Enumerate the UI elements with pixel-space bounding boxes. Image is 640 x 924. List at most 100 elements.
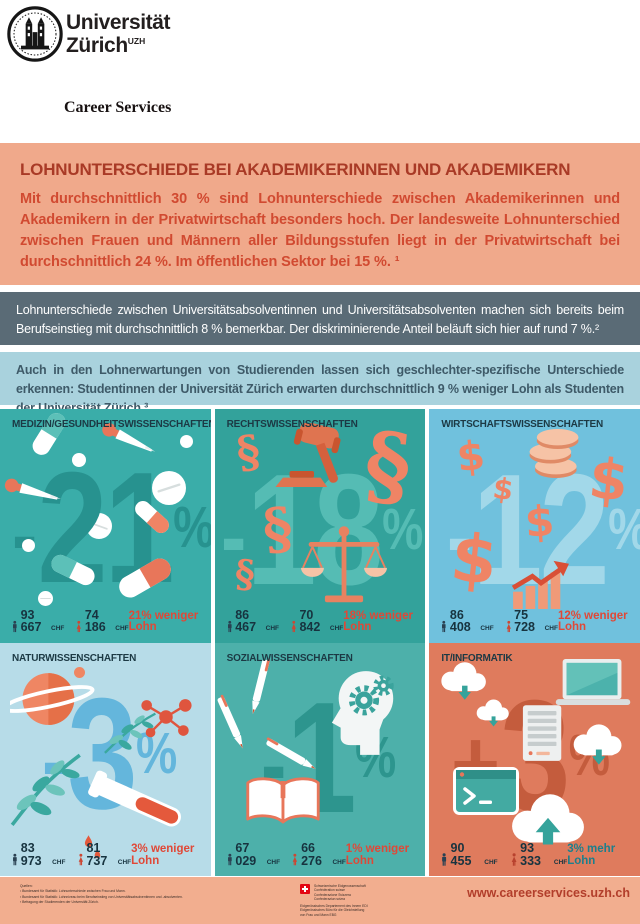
test-tube-icon	[85, 766, 190, 838]
currency-label: CHF	[484, 858, 498, 866]
pill-icon	[152, 471, 186, 505]
gavel-icon	[267, 422, 362, 503]
female-icon	[506, 620, 511, 632]
careerservices-url[interactable]: www.careerservices.uzh.ch	[467, 886, 630, 900]
discipline-grid: MEDIZIN/GESUNDHEITSWISSENSCHAFTEN -21% 9…	[0, 409, 640, 876]
source-line: ² Bundesamt für Statistik: Lohnniveau be…	[20, 894, 183, 899]
currency-label: CHF	[329, 625, 344, 632]
career-entry-text: Lohnunterschiede zwischen Universitätsab…	[16, 303, 624, 336]
university-wordmark: Universität ZürichUZH	[66, 11, 171, 58]
pen-icon	[262, 734, 320, 775]
female-salary: 74 186	[84, 607, 106, 634]
coins-icon	[525, 427, 583, 480]
uzh-abbrev: UZH	[127, 36, 146, 47]
female-icon	[291, 620, 296, 632]
currency-label: CHF	[544, 625, 558, 632]
university-line1: Universität	[66, 11, 171, 34]
female-icon	[511, 853, 517, 866]
cloud-download-icon	[475, 697, 511, 729]
uzh-seal-logo	[7, 6, 63, 62]
head-gears-icon	[327, 669, 401, 755]
leaf-icon	[101, 701, 162, 762]
panel-wirtschaftswissenschaften: WIRTSCHAFTSWISSENSCHAFTEN $ $ $ $ $ -12%…	[429, 409, 640, 643]
pay-gap-label: 1% weniger Lohn	[345, 843, 410, 867]
female-salary: 75 728	[514, 607, 536, 634]
male-icon	[13, 853, 17, 866]
server-icon	[521, 704, 567, 765]
molecule-icon	[138, 689, 194, 745]
pipette-icon	[3, 475, 63, 507]
paragraph-icon: §	[359, 410, 416, 520]
salary-stats: 93 667 CHF 74 186 CHF 21% weniger Lohn	[12, 607, 204, 634]
dollar-icon: $	[447, 518, 502, 601]
dot-icon	[74, 666, 85, 678]
male-icon	[442, 853, 447, 866]
currency-label: CHF	[115, 625, 129, 632]
currency-label: CHF	[553, 858, 568, 866]
dollar-icon: $	[523, 496, 557, 547]
panel-medizin: MEDIZIN/GESUNDHEITSWISSENSCHAFTEN -21% 9…	[0, 409, 211, 643]
salary-stats: 83 973 CHF 81 737 CHF 3% weniger Lohn	[12, 842, 204, 867]
pen-icon	[215, 692, 250, 752]
male-salary: 83 973	[20, 841, 42, 868]
swiss-confederation-names: Schweizerische Eidgenossenschaft Confédé…	[314, 884, 366, 902]
source-footnotes: Quellen: ¹ Bundesamt für Statistik: Lohn…	[20, 884, 183, 905]
capsule-icon	[114, 554, 175, 602]
pill-icon	[38, 591, 53, 606]
female-salary: 93 333	[520, 841, 541, 868]
male-salary: 90 455	[450, 841, 472, 868]
currency-label: CHF	[266, 858, 281, 866]
female-salary: 66 276	[301, 841, 322, 868]
salary-stats: 67 029 CHF 66 276 CHF 1% weniger Lohn	[227, 842, 419, 867]
planet-icon	[2, 665, 106, 733]
male-salary: 93 667	[20, 607, 42, 634]
drop-icon	[84, 834, 93, 848]
salary-stats: 86 408 CHF 75 728 CHF 12% weniger Lohn	[441, 607, 633, 634]
growth-chart-icon	[511, 557, 573, 609]
currency-label: CHF	[117, 858, 132, 866]
male-icon	[227, 853, 232, 866]
male-salary: 67 029	[235, 841, 257, 868]
capsule-icon	[48, 552, 97, 588]
source-line: ¹ Bundesamt für Statistik: Lohnunterschi…	[20, 889, 126, 894]
scales-icon	[299, 521, 389, 607]
salary-stats: 90 455 CHF 93 333 CHF 3% mehr Lohn	[441, 842, 633, 867]
swiss-flag-icon	[300, 884, 310, 894]
pay-gap-label: 18% weniger Lohn	[343, 609, 413, 633]
swiss-department-lines: Eidgenössisches Departement des Innern E…	[300, 904, 368, 917]
salary-expectations-banner: Auch in den Lohnerwartungen von Studiere…	[0, 352, 640, 415]
panel-sozialwissenschaften: SOZIALWISSENSCHAFTEN -1% 67 029 CHF 66 27…	[214, 642, 426, 876]
pay-gap-label: 3% mehr Lohn	[567, 843, 616, 867]
university-line2: Zürich	[66, 34, 128, 58]
capsule-icon	[29, 410, 69, 459]
leaf-icon	[6, 747, 88, 829]
currency-label: CHF	[52, 858, 66, 866]
pay-gap-label: 3% weniger Lohn	[131, 843, 195, 867]
pay-gap-label: 12% weniger Lohn	[557, 609, 628, 633]
male-salary: 86 408	[449, 607, 471, 634]
male-icon	[227, 620, 232, 632]
department-title: Career Services	[64, 99, 172, 116]
female-icon	[78, 853, 83, 866]
pipette-icon	[99, 419, 159, 460]
drop-icon	[94, 848, 101, 859]
pill-icon	[86, 513, 112, 539]
terminal-icon	[453, 766, 520, 815]
female-icon	[293, 853, 298, 866]
panel-title: MEDIZIN/GESUNDHEITSWISSENSCHAFTEN	[12, 419, 211, 430]
poster-title: LOHNUNTERSCHIEDE BEI AKADEMIKERINNEN UND…	[20, 160, 571, 179]
source-line: Quellen:	[20, 884, 33, 888]
dollar-icon: $	[586, 446, 632, 515]
intro-paragraph: Mit durchschnittlich 30 % sind Lohnunter…	[20, 191, 620, 271]
cloud-upload-icon	[509, 791, 587, 855]
career-entry-banner: Lohnunterschiede zwischen Universitätsab…	[0, 292, 640, 345]
female-salary: 70 842	[299, 607, 321, 634]
male-icon	[13, 620, 17, 632]
page-footer: Quellen: ¹ Bundesamt für Statistik: Lohn…	[0, 877, 640, 924]
currency-label: CHF	[480, 625, 494, 632]
pay-gap-value: -21%	[12, 440, 211, 616]
salary-stats: 86 467 CHF 70 842 CHF 18% weniger Lohn	[227, 607, 419, 634]
panel-title: RECHTSWISSENSCHAFTEN	[226, 419, 358, 430]
